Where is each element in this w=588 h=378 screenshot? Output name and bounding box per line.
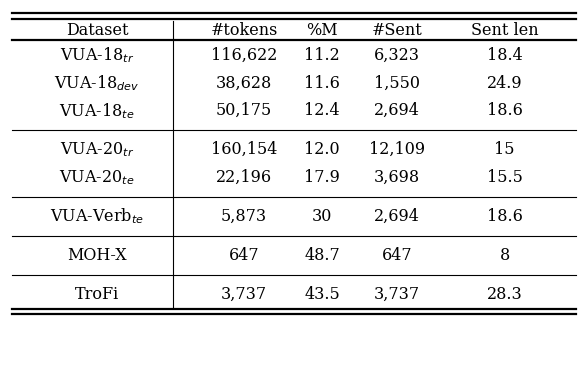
Text: %M: %M xyxy=(306,23,338,39)
Text: 15: 15 xyxy=(495,141,514,158)
Text: 12.4: 12.4 xyxy=(305,102,340,119)
Text: MOH-X: MOH-X xyxy=(67,247,127,263)
Text: 6,323: 6,323 xyxy=(374,47,420,64)
Text: 30: 30 xyxy=(312,208,332,225)
Text: Dataset: Dataset xyxy=(66,23,128,39)
Text: 3,737: 3,737 xyxy=(374,286,420,302)
Text: 647: 647 xyxy=(382,247,412,263)
Text: 43.5: 43.5 xyxy=(305,286,340,302)
Text: 3,698: 3,698 xyxy=(374,169,420,186)
Text: 50,175: 50,175 xyxy=(216,102,272,119)
Text: 5,873: 5,873 xyxy=(221,208,267,225)
Text: #Sent: #Sent xyxy=(372,23,422,39)
Text: 48.7: 48.7 xyxy=(305,247,340,263)
Text: 22,196: 22,196 xyxy=(216,169,272,186)
Text: 11.2: 11.2 xyxy=(305,47,340,64)
Text: 11.6: 11.6 xyxy=(304,75,340,91)
Text: VUA-18$_{tr}$: VUA-18$_{tr}$ xyxy=(60,46,134,65)
Text: 1,550: 1,550 xyxy=(374,75,420,91)
Text: VUA-18$_{te}$: VUA-18$_{te}$ xyxy=(59,101,135,121)
Text: 24.9: 24.9 xyxy=(487,75,522,91)
Text: #tokens: #tokens xyxy=(211,23,278,39)
Text: 2,694: 2,694 xyxy=(374,102,420,119)
Text: TroFi: TroFi xyxy=(75,286,119,302)
Text: 18.6: 18.6 xyxy=(486,102,523,119)
Text: 17.9: 17.9 xyxy=(304,169,340,186)
Text: 15.5: 15.5 xyxy=(486,169,523,186)
Text: 38,628: 38,628 xyxy=(216,75,272,91)
Text: 8: 8 xyxy=(499,247,510,263)
Text: 3,737: 3,737 xyxy=(221,286,267,302)
Text: VUA-18$_{dev}$: VUA-18$_{dev}$ xyxy=(54,73,140,93)
Text: 12.0: 12.0 xyxy=(305,141,340,158)
Text: VUA-20$_{te}$: VUA-20$_{te}$ xyxy=(59,168,135,187)
Text: VUA-Verb$_{te}$: VUA-Verb$_{te}$ xyxy=(50,206,144,226)
Text: VUA-20$_{tr}$: VUA-20$_{tr}$ xyxy=(60,140,134,159)
Text: 116,622: 116,622 xyxy=(211,47,277,64)
Text: 647: 647 xyxy=(229,247,259,263)
Text: 12,109: 12,109 xyxy=(369,141,425,158)
Text: 2,694: 2,694 xyxy=(374,208,420,225)
Text: 160,154: 160,154 xyxy=(211,141,277,158)
Text: 18.6: 18.6 xyxy=(486,208,523,225)
Text: Sent len: Sent len xyxy=(470,23,539,39)
Text: 28.3: 28.3 xyxy=(487,286,522,302)
Text: 18.4: 18.4 xyxy=(487,47,522,64)
